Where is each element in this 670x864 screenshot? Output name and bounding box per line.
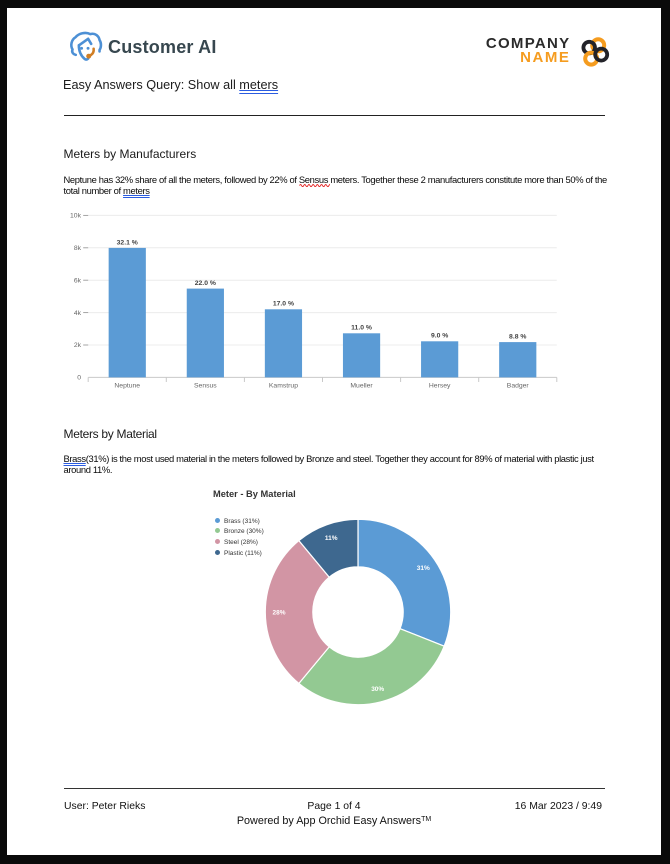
svg-text:Sensus: Sensus: [194, 382, 217, 389]
svg-text:11%: 11%: [325, 535, 338, 542]
svg-text:Kamstrup: Kamstrup: [269, 382, 298, 389]
svg-text:10k: 10k: [70, 213, 82, 220]
svg-text:Badger: Badger: [507, 382, 530, 389]
svg-text:22.0 %: 22.0 %: [195, 280, 216, 287]
svg-text:Mueller: Mueller: [350, 382, 373, 389]
svg-text:2k: 2k: [74, 342, 82, 349]
svg-text:32.1 %: 32.1 %: [117, 239, 138, 246]
svg-text:28%: 28%: [272, 609, 285, 616]
svg-text:Hersey: Hersey: [429, 382, 451, 389]
svg-text:4k: 4k: [74, 310, 82, 317]
svg-text:31%: 31%: [417, 565, 430, 572]
svg-text:8k: 8k: [74, 245, 82, 252]
svg-text:Neptune: Neptune: [114, 382, 140, 389]
svg-text:11.0 %: 11.0 %: [351, 325, 372, 332]
svg-text:9.0 %: 9.0 %: [431, 333, 448, 340]
svg-text:6k: 6k: [74, 277, 82, 284]
svg-text:0: 0: [77, 375, 81, 382]
svg-text:8.8 %: 8.8 %: [509, 334, 526, 341]
svg-text:17.0 %: 17.0 %: [273, 301, 294, 308]
svg-text:30%: 30%: [371, 686, 384, 693]
